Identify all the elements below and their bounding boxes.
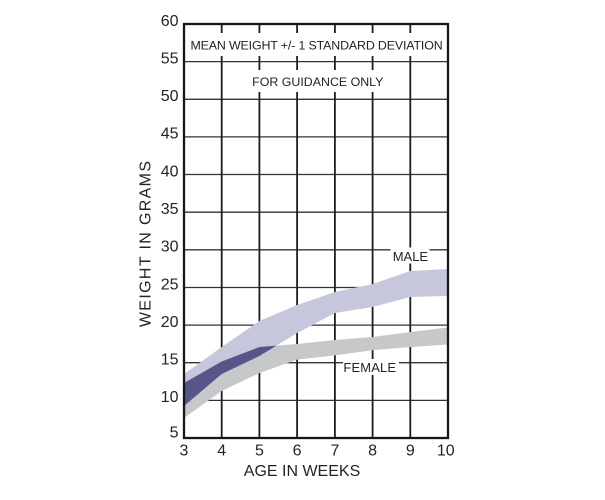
- svg-text:5: 5: [170, 425, 179, 442]
- svg-text:50: 50: [161, 88, 179, 105]
- svg-text:5: 5: [255, 443, 264, 460]
- svg-text:MALE: MALE: [393, 249, 429, 264]
- svg-text:55: 55: [161, 50, 179, 67]
- svg-text:40: 40: [161, 163, 179, 180]
- svg-text:10: 10: [161, 389, 179, 406]
- svg-text:15: 15: [161, 352, 179, 369]
- svg-text:9: 9: [406, 443, 415, 460]
- svg-text:60: 60: [161, 13, 179, 30]
- svg-text:30: 30: [161, 239, 179, 256]
- svg-text:MEAN WEIGHT +/- 1 STANDARD DEV: MEAN WEIGHT +/- 1 STANDARD DEVIATION: [190, 38, 442, 52]
- svg-text:35: 35: [161, 201, 179, 218]
- svg-text:AGE IN WEEKS: AGE IN WEEKS: [244, 463, 360, 480]
- svg-text:25: 25: [161, 276, 179, 293]
- svg-text:20: 20: [161, 314, 179, 331]
- svg-text:7: 7: [330, 443, 339, 460]
- svg-text:3: 3: [180, 443, 189, 460]
- svg-text:10: 10: [437, 443, 455, 460]
- svg-text:WEIGHT IN GRAMS: WEIGHT IN GRAMS: [138, 160, 155, 328]
- svg-text:4: 4: [217, 443, 226, 460]
- svg-text:FEMALE: FEMALE: [343, 360, 396, 375]
- svg-text:8: 8: [368, 443, 377, 460]
- svg-text:FOR GUIDANCE ONLY: FOR GUIDANCE ONLY: [252, 75, 383, 89]
- svg-text:45: 45: [161, 126, 179, 143]
- svg-text:6: 6: [293, 443, 302, 460]
